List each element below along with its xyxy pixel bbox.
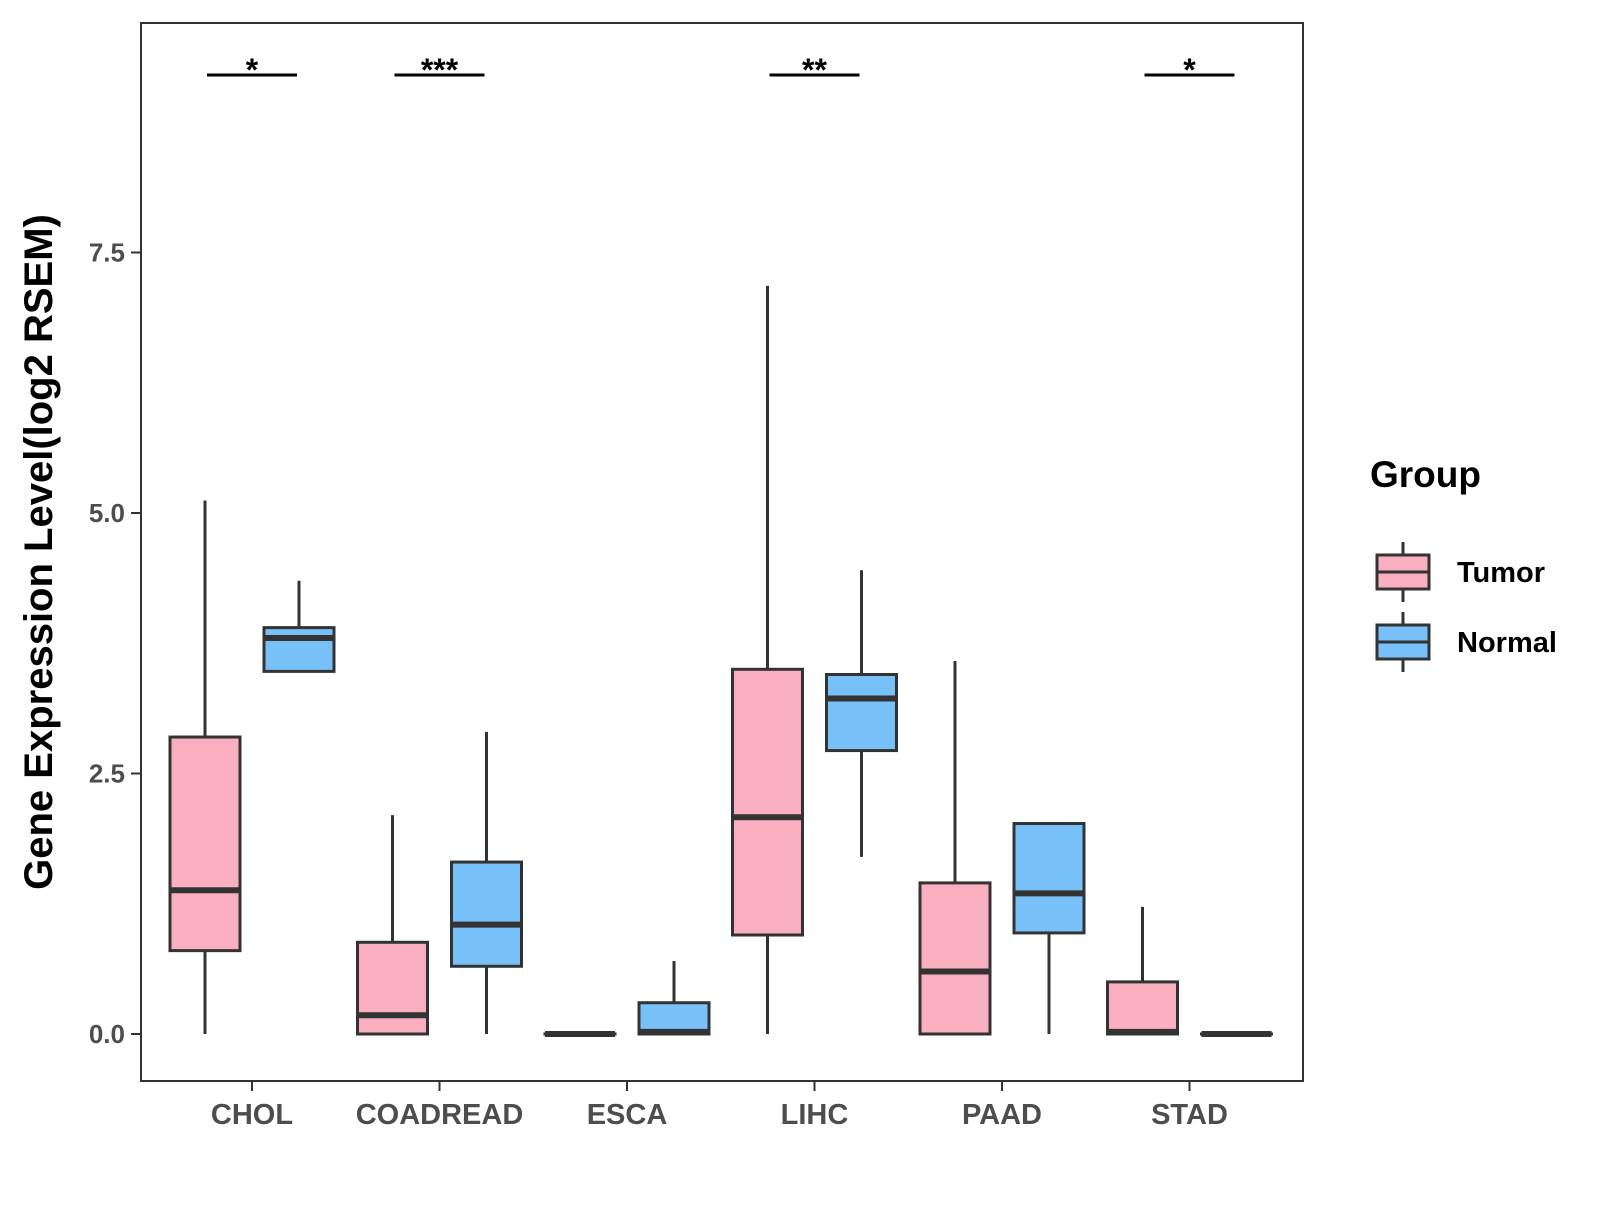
legend-key-tumor (1377, 542, 1429, 602)
x-axis: CHOL COADREAD ESCA LIHC PAAD STAD (211, 1081, 1228, 1131)
legend-label-normal: Normal (1457, 627, 1557, 659)
plot-panel (141, 23, 1303, 1081)
y-tick-label: 7.5 (89, 238, 125, 268)
box-body (358, 942, 428, 1034)
y-tick-label: 0.0 (89, 1019, 125, 1049)
x-tick-label: ESCA (587, 1099, 668, 1131)
x-tick-label: LIHC (781, 1099, 849, 1131)
box-body (920, 883, 990, 1034)
legend-title: Group (1370, 454, 1481, 495)
significance-label: * (1183, 52, 1196, 88)
legend: Group Tumor Normal (1370, 454, 1557, 672)
box-body (733, 669, 803, 935)
x-tick-label: CHOL (211, 1099, 293, 1131)
box-body (452, 862, 522, 966)
box-body (827, 675, 897, 751)
box-body (1014, 824, 1084, 933)
x-tick-label: COADREAD (356, 1099, 524, 1131)
legend-label-tumor: Tumor (1457, 557, 1545, 589)
legend-key-normal (1377, 612, 1429, 672)
x-tick-label: PAAD (962, 1099, 1042, 1131)
x-tick-label: STAD (1151, 1099, 1228, 1131)
y-tick-label: 2.5 (89, 759, 125, 789)
significance-label: * (246, 52, 259, 88)
significance-label: ** (802, 52, 827, 88)
box-body (170, 737, 240, 951)
significance-label: *** (421, 52, 459, 88)
box-body (264, 628, 334, 672)
box-body (1108, 982, 1178, 1034)
y-axis: 0.0 2.5 5.0 7.5 (89, 238, 141, 1050)
y-axis-title: Gene Expression Level(log2 RSEM) (17, 214, 61, 890)
y-tick-label: 5.0 (89, 498, 125, 528)
